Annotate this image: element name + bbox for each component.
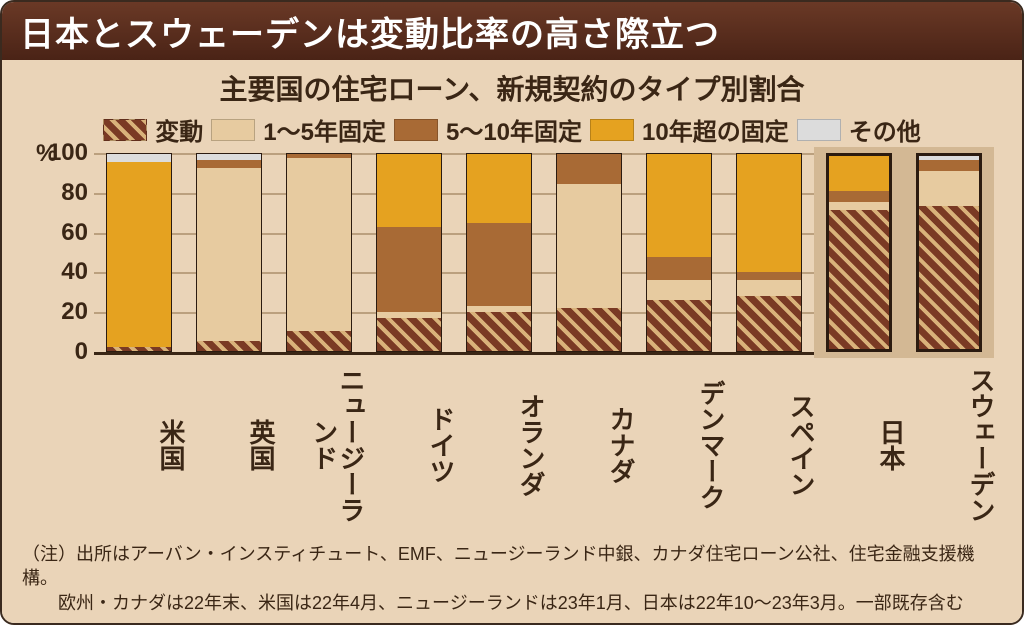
headline: 日本とスウェーデンは変動比率の高さ際立つ	[2, 2, 1022, 60]
y-tick-label: 40	[61, 258, 88, 286]
bar-segment	[647, 300, 712, 351]
bar-slot	[904, 153, 994, 352]
legend-swatch	[797, 119, 841, 141]
bar-segment	[467, 223, 532, 306]
bar-segment	[197, 168, 262, 341]
plot-zone: 020406080100	[30, 153, 994, 352]
stacked-bar	[376, 153, 443, 352]
bar-segment	[557, 308, 622, 351]
bar-segment	[107, 162, 172, 347]
bar-segment	[737, 154, 802, 272]
stacked-bar	[646, 153, 713, 352]
bar-segment	[377, 318, 442, 352]
bar-segment	[467, 312, 532, 351]
stacked-bar	[736, 153, 803, 352]
legend-swatch	[394, 119, 438, 141]
bar-segment	[377, 154, 442, 227]
x-tick-label: ニュージーランド	[274, 352, 364, 532]
bar-slot	[364, 153, 454, 352]
stacked-bar	[916, 153, 983, 352]
bar-segment	[647, 257, 712, 281]
legend-label: 10年超の固定	[642, 112, 789, 147]
bars-row	[94, 153, 994, 352]
bar-segment	[287, 331, 352, 351]
chart-frame: 日本とスウェーデンは変動比率の高さ際立つ 主要国の住宅ローン、新規契約のタイプ別…	[0, 0, 1024, 625]
bar-slot	[814, 153, 904, 352]
stacked-bar	[286, 153, 353, 352]
footnote-line-1: （注）出所はアーバン・インスティチュート、EMF、ニュージーランド中銀、カナダ住…	[22, 542, 1002, 591]
x-tick-label: 米国	[94, 352, 184, 532]
bar-segment	[919, 160, 980, 172]
legend-label: 5〜10年固定	[446, 112, 582, 147]
bar-slot	[724, 153, 814, 352]
bar-segment	[919, 206, 980, 349]
x-tick-label: スペイン	[724, 352, 814, 532]
bar-slot	[454, 153, 544, 352]
plot-area	[94, 153, 994, 352]
bar-segment	[197, 341, 262, 351]
subtitle: 主要国の住宅ローン、新規契約のタイプ別割合	[30, 66, 994, 112]
bar-segment	[647, 280, 712, 300]
x-tick-label: デンマーク	[634, 352, 724, 532]
x-tick-label: 英国	[184, 352, 274, 532]
bar-segment	[557, 184, 622, 308]
bar-segment	[377, 227, 442, 312]
bar-slot	[274, 153, 364, 352]
stacked-bar	[556, 153, 623, 352]
x-tick-label: オランダ	[454, 352, 544, 532]
bar-segment	[287, 158, 352, 331]
y-tick-label: 0	[75, 338, 88, 366]
stacked-bar	[106, 153, 173, 352]
y-tick-label: 60	[61, 219, 88, 247]
bar-segment	[919, 171, 980, 206]
chart-body: 主要国の住宅ローン、新規契約のタイプ別割合 % 変動1〜5年固定5〜10年固定1…	[2, 60, 1022, 538]
y-tick-label: 20	[61, 298, 88, 326]
bar-slot	[184, 153, 274, 352]
bar-segment	[829, 191, 890, 203]
legend-label: 変動	[155, 112, 203, 147]
bar-segment	[647, 154, 712, 256]
stacked-bar	[466, 153, 533, 352]
legend-swatch	[211, 119, 255, 141]
bar-segment	[829, 202, 890, 210]
bar-segment	[107, 347, 172, 351]
y-tick-label: 80	[61, 179, 88, 207]
bar-segment	[737, 272, 802, 280]
legend-label: 1〜5年固定	[263, 112, 386, 147]
bar-segment	[829, 156, 890, 191]
x-tick-label: カナダ	[544, 352, 634, 532]
bar-slot	[94, 153, 184, 352]
bar-segment	[467, 154, 532, 223]
bar-segment	[107, 154, 172, 162]
bar-slot	[544, 153, 634, 352]
y-axis: 020406080100	[30, 153, 94, 352]
footnote-line-2: 欧州・カナダは22年末、米国は22年4月、ニュージーランドは23年1月、日本は2…	[22, 591, 1002, 615]
stacked-bar	[196, 153, 263, 352]
y-tick-label: 100	[48, 139, 88, 167]
bar-segment	[829, 210, 890, 349]
bar-segment	[197, 160, 262, 168]
footnote: （注）出所はアーバン・インスティチュート、EMF、ニュージーランド中銀、カナダ住…	[2, 538, 1022, 623]
legend-label: その他	[849, 112, 921, 147]
x-tick-label: 日本	[814, 352, 904, 532]
bar-segment	[737, 280, 802, 296]
legend-swatch	[103, 119, 147, 141]
bar-segment	[737, 296, 802, 351]
x-tick-label: スウェーデン	[904, 352, 994, 532]
legend-swatch	[590, 119, 634, 141]
x-axis-labels: 米国英国ニュージーランドドイツオランダカナダデンマークスペイン日本スウェーデン	[30, 352, 994, 532]
x-tick-label: ドイツ	[364, 352, 454, 532]
bar-slot	[634, 153, 724, 352]
stacked-bar	[826, 153, 893, 352]
bar-segment	[557, 154, 622, 184]
